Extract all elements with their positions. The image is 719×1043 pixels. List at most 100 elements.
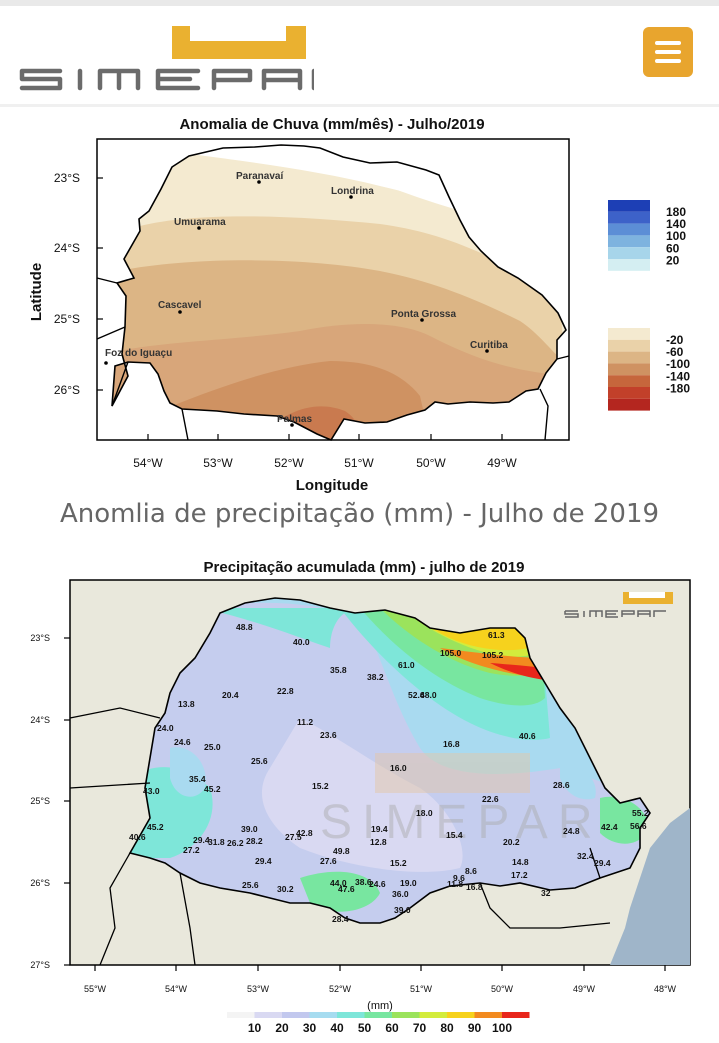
- y-tick-labels: 23°S 24°S 25°S 26°S: [54, 171, 80, 397]
- x-tick-label: 52°W: [329, 984, 352, 994]
- station-value-label: 43.0: [143, 786, 160, 796]
- city-label: Cascavel: [158, 300, 202, 311]
- chart-title: Anomalia de Chuva (mm/mês) - Julho/2019: [179, 116, 484, 133]
- station-value-label: 42.8: [296, 828, 313, 838]
- station-value-label: 35.4: [189, 774, 206, 784]
- colorbar-unit-label: (mm): [367, 1000, 393, 1012]
- station-value-label: 39.0: [241, 824, 258, 834]
- station-value-label: 22.6: [482, 794, 499, 804]
- station-value-label: 47.6: [338, 884, 355, 894]
- colorbar-swatch: [282, 1012, 310, 1018]
- legend-swatch: [608, 398, 650, 411]
- station-value-label: 28.2: [246, 836, 263, 846]
- legend-label: -20: [666, 333, 684, 347]
- station-value-label: 20.2: [503, 837, 520, 847]
- station-value-label: 45.2: [204, 784, 221, 794]
- y-tick-label: 24°S: [54, 241, 80, 255]
- legend-swatch: [608, 339, 650, 352]
- station-value-label: 19.0: [400, 878, 417, 888]
- colorbar-label: 80: [440, 1021, 454, 1035]
- figure-caption: Anomlia de precipitação (mm) - Julho de …: [59, 499, 660, 529]
- legend-swatch: [608, 200, 650, 212]
- x-tick-label: 50°W: [416, 456, 446, 470]
- parana-border: [128, 597, 651, 924]
- station-value-label: 28.4: [332, 914, 349, 924]
- simepar-logo[interactable]: [14, 22, 353, 99]
- x-tick-label: 53°W: [247, 984, 270, 994]
- chart-title: Precipitação acumulada (mm) - julho de 2…: [204, 559, 525, 576]
- y-tick-label: 25°S: [54, 312, 80, 326]
- station-value-label: 42.4: [601, 822, 618, 832]
- station-value-label: 24.6: [174, 737, 191, 747]
- precipitation-colorbar: 10 20 30 40 50 60 70 80 90 100: [227, 1012, 530, 1035]
- x-tick-label: 49°W: [487, 456, 517, 470]
- station-value-label: 22.8: [277, 686, 294, 696]
- legend-swatch: [608, 235, 650, 248]
- legend-swatch: [608, 351, 650, 364]
- legend-label: -60: [666, 345, 684, 359]
- legend-swatch: [608, 375, 650, 387]
- colorbar-label: 60: [385, 1021, 399, 1035]
- colorbar-swatch: [227, 1012, 255, 1018]
- legend-label: -140: [666, 369, 690, 383]
- x-tick-label: 51°W: [344, 456, 374, 470]
- station-value-label: 16.8: [466, 882, 483, 892]
- station-value-label: 30.2: [277, 884, 294, 894]
- station-value-label: 105.2: [482, 650, 504, 660]
- station-value-label: 45.2: [147, 822, 164, 832]
- station-value-label: 15.2: [390, 858, 407, 868]
- watermark-text: SIMEPAR: [320, 796, 602, 849]
- station-value-label: 61.3: [488, 630, 505, 640]
- x-tick-label: 50°W: [491, 984, 514, 994]
- station-value-label: 16.8: [443, 739, 460, 749]
- station-value-label: 35.8: [330, 665, 347, 675]
- station-value-label: 38.2: [367, 672, 384, 682]
- site-header: [0, 6, 719, 107]
- y-axis-label: Latitude: [28, 263, 45, 321]
- colorbar-label: 20: [275, 1021, 289, 1035]
- legend-swatch: [608, 328, 650, 340]
- station-value-label: 48.0: [420, 690, 437, 700]
- station-value-label: 29.4: [255, 856, 272, 866]
- colorbar-swatch: [502, 1012, 530, 1018]
- colorbar-label: 50: [358, 1021, 372, 1035]
- menu-bar-icon: [655, 59, 681, 63]
- station-value-label: 11.2: [297, 717, 313, 727]
- x-tick-label: 55°W: [84, 984, 107, 994]
- parana-border: [111, 144, 567, 442]
- city-label: Ponta Grossa: [391, 309, 456, 320]
- y-tick-label: 25°S: [30, 796, 50, 806]
- station-value-label: 27.2: [183, 845, 200, 855]
- x-tick-label: 52°W: [274, 456, 304, 470]
- station-value-label: 25.6: [242, 880, 259, 890]
- colorbar-label: 70: [413, 1021, 427, 1035]
- legend-label: -180: [666, 382, 690, 396]
- station-value-label: 12.8: [370, 837, 387, 847]
- station-value-label: 23.6: [320, 730, 337, 740]
- station-value-label: 17.2: [511, 870, 528, 880]
- colorbar-swatch: [337, 1012, 365, 1018]
- x-tick-label: 54°W: [165, 984, 188, 994]
- station-value-label: 19.4: [371, 824, 388, 834]
- y-tick-label: 24°S: [30, 715, 50, 725]
- station-value-label: 29.4: [594, 858, 611, 868]
- city-label: Londrina: [331, 186, 374, 197]
- station-value-label: 105.0: [440, 648, 462, 658]
- neighbour-borders: [69, 707, 611, 966]
- station-value-label: 24.0: [157, 723, 174, 733]
- station-value-label: 29.4: [193, 835, 210, 845]
- station-value-label: 15.4: [446, 830, 463, 840]
- station-value-label: 24.8: [563, 826, 580, 836]
- station-value-label: 44.0: [330, 878, 347, 888]
- menu-bar-icon: [655, 50, 681, 54]
- hamburger-menu-button[interactable]: [643, 27, 693, 77]
- station-value-label: 15.2: [312, 781, 329, 791]
- colorbar-swatch: [364, 1012, 392, 1018]
- station-value-label: 61.0: [398, 660, 415, 670]
- x-tick-label: 49°W: [573, 984, 596, 994]
- station-value-label: 27.5: [285, 832, 302, 842]
- city-label: Palmas: [277, 414, 312, 425]
- legend-label: 60: [666, 241, 680, 255]
- station-value-label: 40.6: [519, 731, 536, 741]
- colorbar-label: 30: [303, 1021, 317, 1035]
